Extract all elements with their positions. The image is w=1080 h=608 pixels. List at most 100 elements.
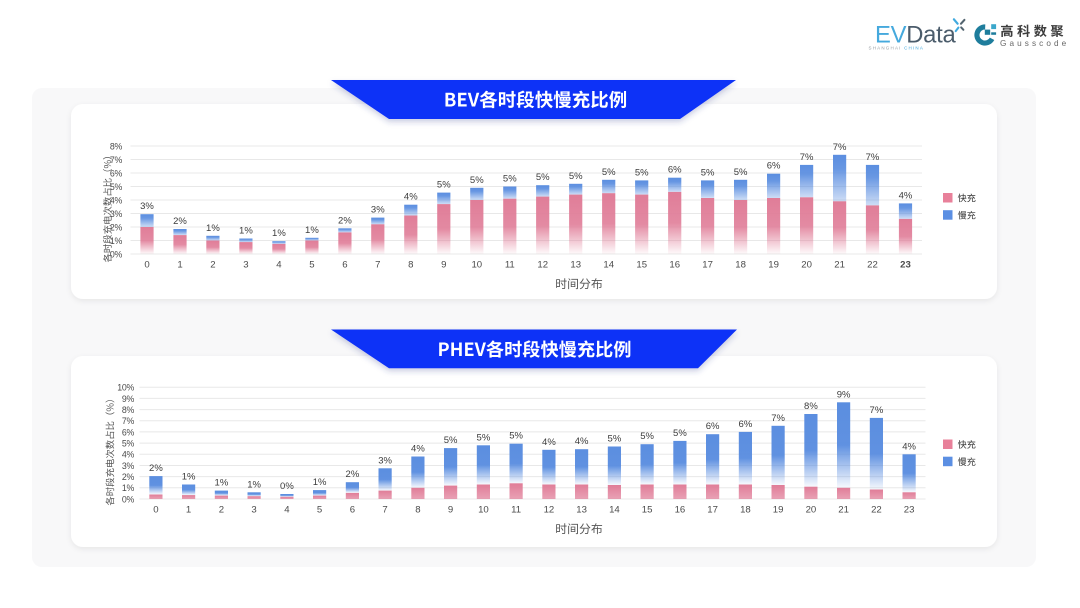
svg-text:5%: 5% [444, 435, 458, 446]
svg-text:5: 5 [317, 504, 322, 515]
svg-text:9%: 9% [837, 389, 851, 400]
svg-text:1%: 1% [239, 226, 253, 237]
svg-text:14: 14 [603, 259, 614, 270]
svg-text:4%: 4% [575, 436, 589, 447]
svg-text:5%: 5% [122, 439, 135, 449]
svg-text:23: 23 [904, 504, 915, 515]
svg-text:8: 8 [415, 504, 420, 515]
svg-text:0%: 0% [280, 481, 294, 492]
svg-text:2%: 2% [149, 463, 163, 474]
svg-text:5: 5 [309, 259, 314, 270]
svg-text:7%: 7% [800, 152, 814, 163]
svg-text:9: 9 [448, 504, 453, 515]
svg-text:2: 2 [219, 504, 224, 515]
svg-text:0: 0 [153, 504, 158, 515]
svg-text:5%: 5% [110, 182, 123, 192]
svg-text:4: 4 [276, 259, 282, 270]
svg-text:6%: 6% [122, 427, 135, 437]
svg-text:11: 11 [505, 259, 515, 270]
svg-text:16: 16 [675, 504, 686, 515]
svg-text:8%: 8% [122, 405, 135, 415]
svg-text:2%: 2% [122, 472, 135, 482]
svg-text:9%: 9% [122, 394, 135, 404]
svg-text:5%: 5% [608, 434, 622, 445]
svg-text:2%: 2% [110, 222, 123, 232]
svg-text:16: 16 [669, 259, 680, 270]
svg-text:13: 13 [576, 504, 587, 515]
svg-text:5%: 5% [470, 175, 484, 186]
svg-text:3: 3 [251, 504, 256, 515]
svg-text:5%: 5% [503, 174, 517, 185]
svg-text:7%: 7% [771, 413, 785, 424]
svg-text:4%: 4% [404, 192, 418, 203]
svg-text:5%: 5% [635, 167, 649, 178]
svg-text:4%: 4% [899, 190, 913, 201]
svg-text:2%: 2% [338, 215, 352, 226]
svg-text:3%: 3% [140, 201, 154, 212]
svg-text:3%: 3% [378, 455, 392, 466]
svg-text:2: 2 [210, 259, 215, 270]
svg-text:1: 1 [186, 504, 191, 515]
svg-text:6%: 6% [706, 421, 720, 432]
svg-text:5%: 5% [437, 180, 451, 191]
svg-text:0%: 0% [122, 494, 135, 504]
svg-text:17: 17 [707, 504, 718, 515]
svg-text:4%: 4% [902, 441, 916, 452]
svg-text:1%: 1% [110, 236, 123, 246]
svg-text:5%: 5% [569, 171, 583, 182]
svg-text:6%: 6% [668, 165, 682, 176]
svg-text:3: 3 [243, 259, 248, 270]
svg-text:0%: 0% [110, 249, 123, 259]
svg-text:17: 17 [702, 259, 713, 270]
svg-text:21: 21 [834, 259, 845, 270]
svg-text:6%: 6% [767, 161, 781, 172]
svg-text:5%: 5% [701, 167, 715, 178]
svg-text:4%: 4% [411, 444, 425, 455]
svg-text:20: 20 [801, 259, 812, 270]
svg-text:6: 6 [350, 504, 355, 515]
svg-text:22: 22 [871, 504, 882, 515]
svg-text:8: 8 [408, 259, 413, 270]
svg-text:10: 10 [478, 504, 489, 515]
svg-text:18: 18 [735, 259, 746, 270]
svg-text:4%: 4% [542, 437, 556, 448]
svg-text:13: 13 [570, 259, 581, 270]
svg-text:7: 7 [375, 259, 380, 270]
svg-text:5%: 5% [640, 431, 654, 442]
svg-text:5%: 5% [734, 167, 748, 178]
svg-text:1%: 1% [305, 225, 319, 236]
svg-text:1%: 1% [122, 483, 135, 493]
svg-text:10: 10 [471, 259, 482, 270]
svg-text:7%: 7% [122, 416, 135, 426]
svg-text:15: 15 [636, 259, 647, 270]
svg-text:5%: 5% [477, 432, 491, 443]
svg-text:12: 12 [537, 259, 548, 270]
svg-text:7%: 7% [870, 405, 884, 416]
svg-text:6%: 6% [110, 168, 123, 178]
svg-text:7%: 7% [866, 152, 880, 163]
svg-text:10%: 10% [117, 383, 134, 393]
svg-text:5%: 5% [509, 431, 523, 442]
svg-text:SHANGHAI CHINA: SHANGHAI CHINA [869, 46, 925, 51]
svg-text:5%: 5% [602, 167, 616, 178]
svg-text:4: 4 [284, 504, 290, 515]
svg-text:5%: 5% [673, 428, 687, 439]
svg-text:2%: 2% [346, 469, 360, 480]
svg-text:EVData: EVData [875, 21, 957, 48]
svg-text:4%: 4% [122, 450, 135, 460]
svg-text:1%: 1% [272, 228, 286, 239]
svg-text:8%: 8% [110, 141, 123, 151]
svg-text:7: 7 [382, 504, 387, 515]
svg-text:21: 21 [838, 504, 849, 515]
svg-text:7%: 7% [110, 155, 123, 165]
svg-text:20: 20 [806, 504, 817, 515]
svg-text:3%: 3% [371, 205, 385, 216]
svg-text:1%: 1% [247, 479, 261, 490]
svg-text:1: 1 [177, 259, 182, 270]
svg-text:11: 11 [511, 504, 521, 515]
svg-text:14: 14 [609, 504, 620, 515]
svg-text:5%: 5% [536, 172, 550, 183]
svg-text:19: 19 [773, 504, 784, 515]
svg-text:3%: 3% [122, 461, 135, 471]
svg-text:23: 23 [900, 259, 911, 270]
